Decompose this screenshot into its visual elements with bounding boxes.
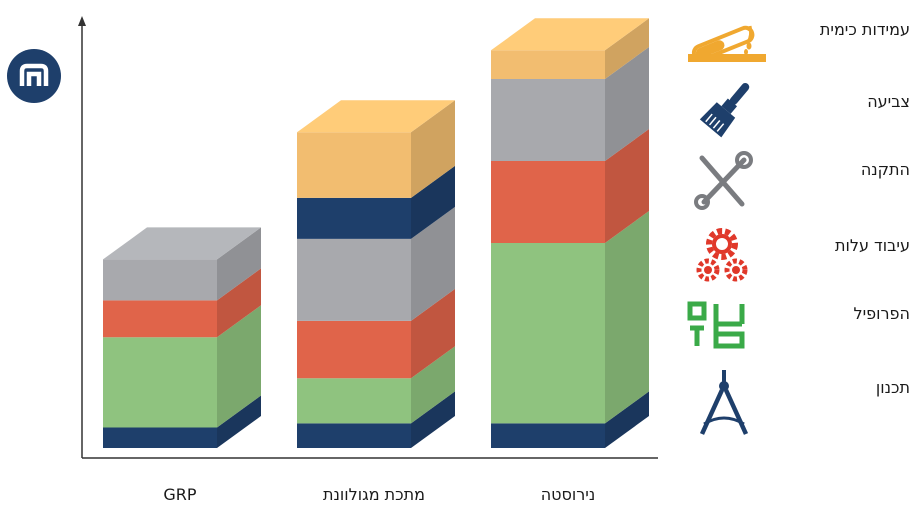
legend-label: עיבוד עלות <box>834 236 910 255</box>
legend-item-painting: צביעה <box>680 78 922 142</box>
bar-segment-side <box>217 268 261 338</box>
bar-segment <box>297 378 411 424</box>
test-tube-icon <box>680 6 770 70</box>
bar-segment <box>103 427 217 448</box>
bar-segment <box>297 238 411 321</box>
bar-segment <box>103 300 217 338</box>
legend: עמידות כימית צביעה <box>680 0 922 522</box>
legend-label: עמידות כימית <box>819 20 910 39</box>
x-tick-label: GRP <box>163 485 197 504</box>
brand-logo-icon <box>6 48 62 104</box>
bar-segment-side <box>217 227 261 301</box>
legend-item-chemical-resistance: עמידות כימית <box>680 6 922 70</box>
bar-segment-side <box>605 211 649 424</box>
legend-label: התקנה <box>860 160 910 179</box>
bar-segment <box>297 423 411 448</box>
bar-segment-side <box>411 206 455 321</box>
bar-segment <box>491 50 605 79</box>
chart-axes <box>78 16 658 459</box>
bar-segment <box>491 423 605 448</box>
legend-item-installation: התקנה <box>680 146 922 210</box>
legend-label: הפרופיל <box>853 304 911 323</box>
bar-segment <box>491 161 605 243</box>
bar-top-face <box>491 18 649 51</box>
bar-segment <box>491 79 605 161</box>
y-axis-arrow <box>78 16 86 26</box>
bar-segment-side <box>605 129 649 243</box>
bar-segment <box>103 337 217 428</box>
bar-segment <box>297 320 411 379</box>
legend-label: צביעה <box>867 92 910 111</box>
x-tick-label: מתכת מגולוונת <box>323 485 425 504</box>
bar-segment <box>297 132 411 198</box>
bar-segment-side <box>411 346 455 424</box>
bar-segment <box>491 243 605 424</box>
bar-segment-side <box>411 100 455 198</box>
wrench-screwdriver-icon <box>680 146 770 210</box>
bar-segment-side <box>411 288 455 379</box>
bar-segment-side <box>605 391 649 448</box>
bar-segment <box>297 197 411 239</box>
x-tick-labels: GRP מתכת מגולוונת נירוסטה <box>163 485 595 504</box>
paint-brush-icon <box>680 78 770 142</box>
profile-shape-icon <box>680 290 770 354</box>
bar-segment-side <box>605 47 649 161</box>
bar-segment-side <box>411 391 455 448</box>
compass-icon <box>680 364 770 435</box>
bar-segment-side <box>411 165 455 239</box>
x-tick-label: נירוסטה <box>541 485 596 504</box>
bar-top-face <box>297 100 455 133</box>
bar-segment-side <box>605 18 649 79</box>
bar-segment <box>103 259 217 301</box>
bar-segment-side <box>217 395 261 448</box>
legend-item-processing-cost: עיבוד עלות <box>680 222 922 286</box>
gears-icon <box>680 222 770 286</box>
bar-top-face <box>103 227 261 260</box>
bars-group <box>103 18 649 448</box>
bar-segment-side <box>217 305 261 428</box>
legend-label: תכנון <box>875 378 910 397</box>
legend-item-planning: תכנון <box>680 364 922 435</box>
legend-item-profile: הפרופיל <box>680 290 922 354</box>
